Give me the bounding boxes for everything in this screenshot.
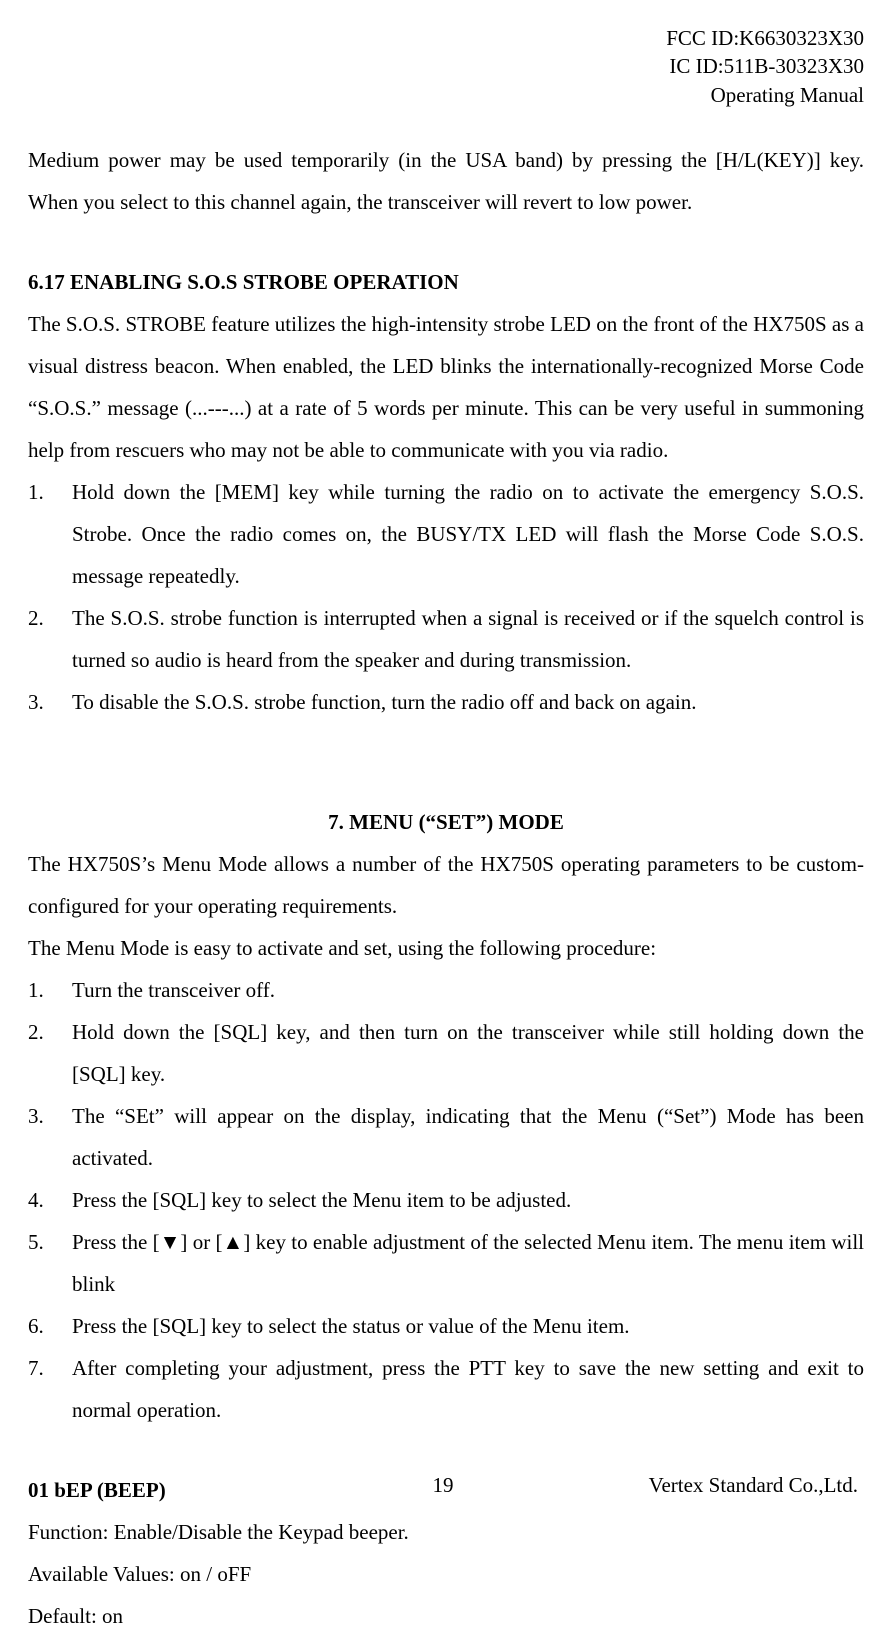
- section-617-body: The S.O.S. STROBE feature utilizes the h…: [28, 303, 864, 471]
- list-item: 5.Press the [▼] or [▲] key to enable adj…: [28, 1221, 864, 1305]
- section-7-title: 7. MENU (“SET”) MODE: [28, 801, 864, 843]
- list-item-text: The “SEt” will appear on the display, in…: [72, 1095, 864, 1179]
- list-item-text: Press the [SQL] key to select the status…: [72, 1305, 864, 1347]
- section-7-body1: The HX750S’s Menu Mode allows a number o…: [28, 843, 864, 927]
- list-item-text: To disable the S.O.S. strobe function, t…: [72, 681, 864, 723]
- section-01-default: Default: on: [28, 1595, 864, 1637]
- list-item: 4.Press the [SQL] key to select the Menu…: [28, 1179, 864, 1221]
- list-item: 6.Press the [SQL] key to select the stat…: [28, 1305, 864, 1347]
- list-item: 7.After completing your adjustment, pres…: [28, 1347, 864, 1431]
- list-item-text: After completing your adjustment, press …: [72, 1347, 864, 1431]
- list-item: 1.Hold down the [MEM] key while turning …: [28, 471, 864, 597]
- doc-type: Operating Manual: [28, 81, 864, 109]
- document-header: FCC ID:K6630323X30 IC ID:511B-30323X30 O…: [28, 24, 864, 109]
- ic-id: IC ID:511B-30323X30: [28, 52, 864, 80]
- intro-paragraph: Medium power may be used temporarily (in…: [28, 139, 864, 223]
- page-number: 19: [433, 1464, 454, 1506]
- section-7-body2: The Menu Mode is easy to activate and se…: [28, 927, 864, 969]
- list-item: 2.Hold down the [SQL] key, and then turn…: [28, 1011, 864, 1095]
- fcc-id: FCC ID:K6630323X30: [28, 24, 864, 52]
- section-617-title: 6.17 ENABLING S.O.S STROBE OPERATION: [28, 261, 864, 303]
- section-01-function: Function: Enable/Disable the Keypad beep…: [28, 1511, 864, 1553]
- list-item-text: The S.O.S. strobe function is interrupte…: [72, 597, 864, 681]
- list-item: 3.To disable the S.O.S. strobe function,…: [28, 681, 864, 723]
- section-617-list: 1.Hold down the [MEM] key while turning …: [28, 471, 864, 723]
- list-item-text: Hold down the [SQL] key, and then turn o…: [72, 1011, 864, 1095]
- list-item-text: Press the [▼] or [▲] key to enable adjus…: [72, 1221, 864, 1305]
- section-01-values: Available Values: on / oFF: [28, 1553, 864, 1595]
- company-name: Vertex Standard Co.,Ltd.: [649, 1464, 858, 1506]
- list-item-text: Press the [SQL] key to select the Menu i…: [72, 1179, 864, 1221]
- list-item-text: Turn the transceiver off.: [72, 969, 864, 1011]
- list-item: 3.The “SEt” will appear on the display, …: [28, 1095, 864, 1179]
- list-item: 1.Turn the transceiver off.: [28, 969, 864, 1011]
- section-7-list: 1.Turn the transceiver off. 2.Hold down …: [28, 969, 864, 1431]
- page-footer: 19 Vertex Standard Co.,Ltd.: [0, 1464, 886, 1506]
- list-item-text: Hold down the [MEM] key while turning th…: [72, 471, 864, 597]
- list-item: 2.The S.O.S. strobe function is interrup…: [28, 597, 864, 681]
